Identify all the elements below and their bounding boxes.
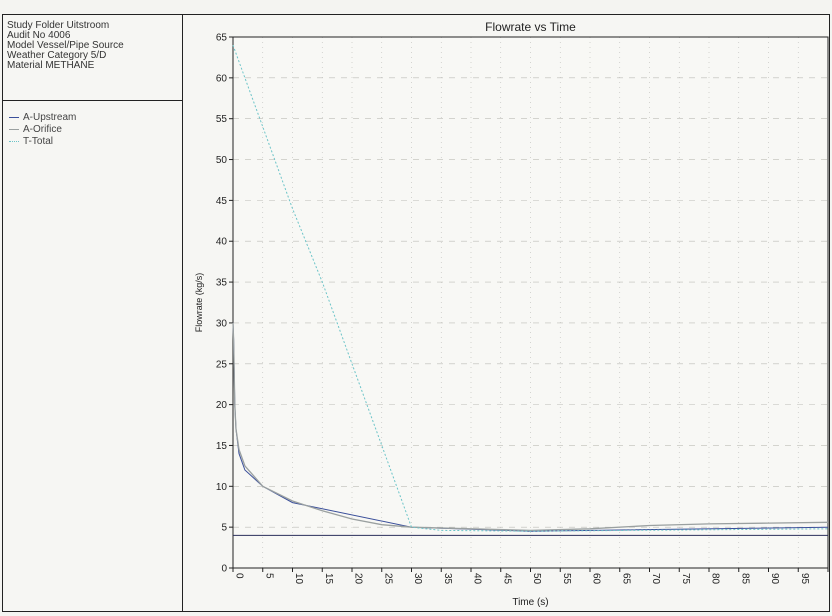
x-tick-label: 55 — [561, 573, 572, 585]
y-tick-label: 55 — [216, 114, 228, 125]
x-tick-label: 0 — [234, 573, 245, 579]
y-tick-label: 25 — [216, 359, 228, 370]
legend-item: A-Orifice — [9, 123, 76, 135]
x-tick-label: 30 — [412, 573, 423, 585]
y-tick-label: 60 — [216, 73, 228, 84]
x-tick-label: 40 — [472, 573, 483, 585]
x-tick-label: 80 — [710, 573, 721, 585]
legend-label: T-Total — [23, 135, 54, 147]
x-axis-label: Time (s) — [512, 597, 548, 608]
legend-item: T-Total — [9, 135, 76, 147]
x-tick-label: 65 — [620, 573, 631, 585]
info-model: Model Vessel/Pipe Source — [7, 40, 124, 51]
x-tick-label: 100 — [829, 573, 830, 590]
legend-item: A-Upstream — [9, 111, 76, 123]
x-tick-label: 90 — [769, 573, 780, 585]
x-tick-label: 75 — [680, 573, 691, 585]
x-tick-label: 10 — [293, 573, 304, 585]
flowrate-chart: 0510152025303540455055606570758085909510… — [194, 20, 832, 608]
legend-swatch-total — [9, 140, 19, 142]
x-tick-label: 35 — [442, 573, 453, 585]
plot-area: 0510152025303540455055606570758085909510… — [183, 15, 832, 611]
y-tick-label: 40 — [216, 237, 228, 248]
x-tick-label: 95 — [799, 573, 810, 585]
y-tick-label: 10 — [216, 482, 228, 493]
series-line-a-orifice — [232, 322, 829, 532]
study-info-box: Study Folder Uitstroom Audit No 4006 Mod… — [3, 15, 182, 101]
x-tick-label: 60 — [591, 573, 602, 585]
legend-swatch-orifice — [9, 128, 19, 130]
chart-frame: Study Folder Uitstroom Audit No 4006 Mod… — [2, 14, 832, 612]
y-tick-label: 45 — [216, 196, 228, 207]
legend-label: A-Upstream — [23, 111, 77, 123]
y-tick-label: 65 — [216, 33, 228, 44]
x-tick-label: 45 — [501, 573, 512, 585]
legend: A-Upstream A-Orifice T-Total — [9, 111, 76, 147]
left-panel: Study Folder Uitstroom Audit No 4006 Mod… — [3, 15, 183, 611]
x-tick-label: 85 — [739, 573, 750, 585]
y-tick-label: 20 — [216, 400, 228, 411]
y-tick-label: 5 — [221, 523, 227, 534]
y-tick-label: 15 — [216, 441, 228, 452]
x-tick-label: 20 — [353, 573, 364, 585]
x-tick-label: 50 — [531, 573, 542, 585]
info-material: Material METHANE — [7, 60, 95, 71]
x-tick-label: 70 — [650, 573, 661, 585]
x-tick-label: 15 — [323, 573, 334, 585]
chart-title: Flowrate vs Time — [485, 20, 576, 34]
y-tick-label: 30 — [216, 318, 228, 329]
info-weather-category: Weather Category 5/D — [7, 50, 107, 61]
legend-label: A-Orifice — [23, 123, 62, 135]
y-axis-label: Flowrate (kg/s) — [194, 273, 204, 333]
legend-swatch-upstream — [9, 116, 19, 118]
y-tick-label: 35 — [216, 278, 228, 289]
y-tick-label: 0 — [221, 564, 227, 575]
info-audit-no: Audit No 4006 — [7, 30, 71, 41]
series-line-t-total — [232, 45, 829, 532]
info-study-folder: Study Folder Uitstroom — [7, 20, 110, 31]
x-tick-label: 5 — [263, 573, 274, 579]
y-tick-label: 50 — [216, 155, 228, 166]
x-tick-label: 25 — [382, 573, 393, 585]
